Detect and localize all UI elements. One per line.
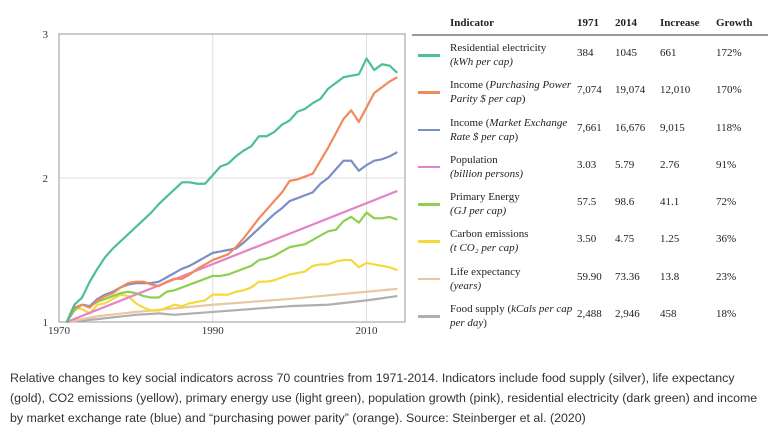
value-2014: 19,074 — [615, 84, 646, 97]
value-1971: 3.03 — [577, 158, 597, 171]
indicator-unit: (GJ per cap) — [450, 205, 507, 218]
table-row: Food supply (kCals per cap per day) 2,48… — [412, 297, 768, 334]
indicator-unit: (years) — [450, 279, 482, 292]
value-1971: 384 — [577, 47, 594, 59]
indicator-name: Income ( — [450, 116, 490, 129]
value-growth: 23% — [716, 270, 737, 283]
value-increase: 9,015 — [660, 121, 685, 134]
value-growth: 72% — [716, 196, 737, 209]
table-row: Residential electricity (kWh per cap) 384… — [412, 36, 768, 73]
value-2014: 73.36 — [615, 270, 640, 283]
table-row: Primary Energy (GJ per cap) 57.5 98.6 41.… — [412, 185, 768, 222]
value-2014: 2,946 — [615, 308, 640, 321]
header-growth: Growth — [716, 17, 753, 29]
series-line-population — [66, 189, 398, 324]
series-line-food-supply — [66, 294, 398, 324]
indicator-unit: (t CO₂ per cap) — [450, 242, 519, 255]
value-growth: 170% — [716, 84, 742, 97]
figure-caption: Relative changes to key social indicator… — [10, 371, 758, 425]
indicator-name: Food supply ( — [450, 303, 512, 316]
line-chart: 1970 1990 2010 1 2 3 — [43, 29, 406, 337]
indicator-unit: (kWh per cap) — [450, 56, 513, 68]
legend-swatch — [418, 91, 440, 94]
indicator-name: Residential electricity — [450, 42, 547, 54]
legend-swatch — [418, 240, 440, 243]
x-tick-label: 1990 — [202, 325, 225, 337]
indicator-unit: Market Exchange Rate $ per cap — [450, 116, 568, 143]
table-row: Income (Market Exchange Rate $ per cap) … — [412, 111, 768, 148]
value-increase: 12,010 — [660, 84, 691, 97]
x-tick-label: 2010 — [356, 325, 379, 337]
indicator-close: ) — [483, 317, 487, 330]
value-2014: 98.6 — [615, 196, 635, 209]
y-tick-label: 1 — [43, 317, 49, 329]
value-increase: 2.76 — [660, 158, 680, 171]
value-1971: 59.90 — [577, 270, 602, 283]
y-tick-label: 3 — [43, 29, 49, 41]
indicator-unit: (billion persons) — [450, 167, 524, 180]
value-2014: 5.79 — [615, 158, 635, 171]
indicator-label: Carbon emissions (t CO₂ per cap) — [450, 227, 578, 255]
value-growth: 91% — [716, 158, 737, 171]
value-2014: 4.75 — [615, 233, 635, 246]
value-1971: 3.50 — [577, 233, 597, 246]
value-increase: 458 — [660, 308, 677, 321]
value-increase: 661 — [660, 47, 677, 59]
indicator-name: Life expectancy — [450, 265, 521, 278]
value-1971: 7,661 — [577, 121, 602, 134]
indicator-unit: Purchasing Power Parity $ per cap — [450, 79, 572, 106]
legend-swatch — [418, 165, 440, 169]
plot-frame — [58, 33, 406, 323]
indicator-label: Income (Market Exchange Rate $ per cap) — [450, 116, 578, 144]
indicator-label: Residential electricity (kWh per cap) — [450, 41, 578, 69]
series-line-primary-energy — [65, 211, 398, 323]
indicator-name: Income ( — [450, 79, 490, 92]
indicator-label: Income (Purchasing Power Parity $ per ca… — [450, 78, 578, 106]
header-2014: 2014 — [615, 17, 637, 29]
series-line-life-expectancy — [66, 287, 398, 324]
indicator-label: Primary Energy (GJ per cap) — [450, 190, 578, 218]
legend-swatch — [418, 128, 440, 132]
value-growth: 18% — [716, 308, 737, 321]
value-increase: 13.8 — [660, 270, 680, 283]
legend-swatch — [418, 277, 440, 281]
indicator-label: Life expectancy (years) — [450, 265, 578, 293]
indicator-close: ) — [514, 130, 519, 143]
indicator-unit: kCals per cap per day — [450, 303, 573, 330]
value-increase: 41.1 — [660, 196, 680, 209]
indicator-label: Population (billion persons) — [450, 153, 578, 181]
value-growth: 172% — [716, 47, 742, 59]
indicator-name: Population — [450, 153, 498, 166]
header-1971: 1971 — [577, 17, 599, 29]
value-2014: 16,676 — [615, 121, 646, 134]
x-tick-label: 1970 — [48, 325, 71, 337]
table-row: Carbon emissions (t CO₂ per cap) 3.50 4.7… — [412, 222, 768, 259]
value-growth: 36% — [716, 233, 737, 246]
value-1971: 2,488 — [577, 308, 602, 321]
indicator-name: Primary Energy — [450, 191, 520, 204]
series-line-residential-electricity — [65, 57, 399, 323]
value-1971: 7,074 — [577, 84, 602, 97]
indicator-close: ) — [521, 93, 526, 106]
value-growth: 118% — [716, 121, 742, 134]
indicator-name: Carbon emissions — [450, 228, 529, 241]
table-row: Life expectancy (years) 59.90 73.36 13.8 … — [412, 260, 768, 297]
legend-swatch — [418, 54, 440, 57]
table-header: Indicator 1971 2014 Increase Growth — [412, 14, 768, 36]
series-line-carbon-emissions — [65, 258, 398, 323]
value-increase: 1.25 — [660, 233, 680, 246]
legend-swatch — [418, 203, 440, 206]
table-row: Population (billion persons) 3.03 5.79 2.… — [412, 148, 768, 185]
value-1971: 57.5 — [577, 196, 597, 209]
table-row: Income (Purchasing Power Parity $ per ca… — [412, 73, 768, 110]
indicator-label: Food supply (kCals per cap per day) — [450, 302, 578, 330]
header-increase: Increase — [660, 17, 700, 29]
y-tick-label: 2 — [43, 173, 49, 185]
legend-table: Indicator 1971 2014 Increase Growth Resi… — [412, 14, 768, 334]
value-2014: 1045 — [615, 47, 637, 59]
header-indicator: Indicator — [450, 17, 494, 29]
series-line-income-purchasing-power-parity-per-cap — [65, 76, 398, 323]
legend-swatch — [418, 315, 440, 318]
